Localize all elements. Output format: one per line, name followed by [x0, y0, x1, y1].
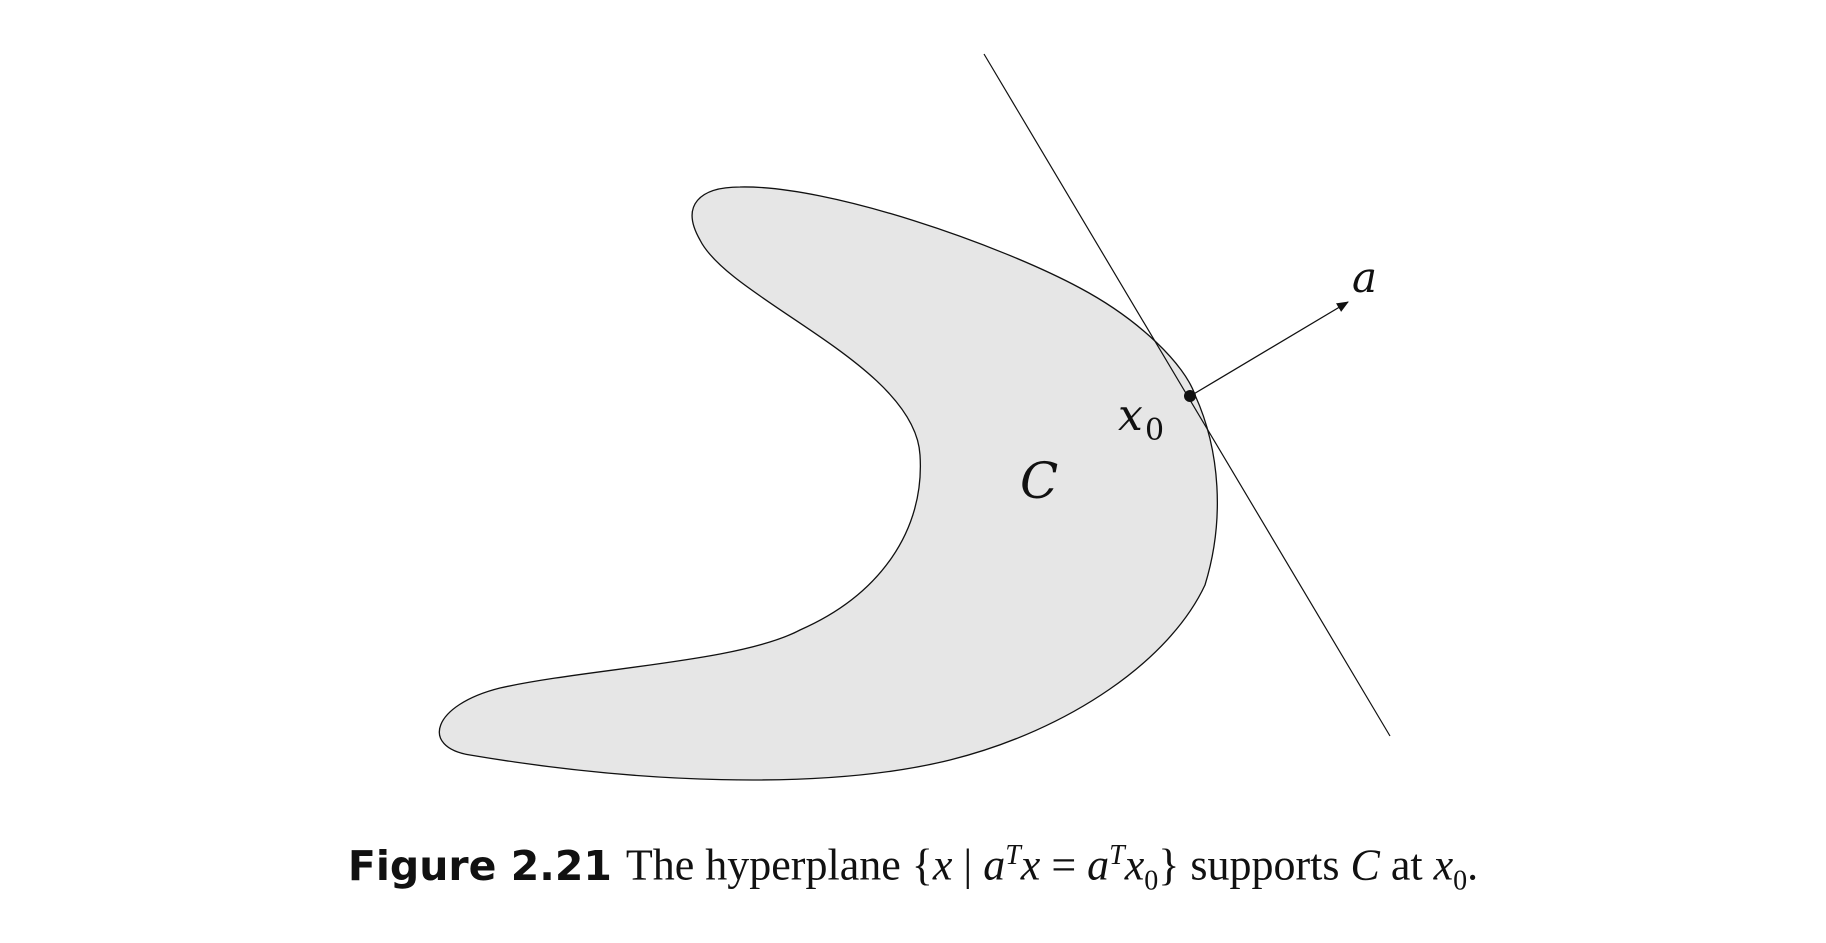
caption-brace-close: }	[1158, 840, 1180, 890]
caption-transpose: T	[1109, 840, 1125, 871]
caption-var-x: x	[1433, 840, 1454, 890]
caption-subscript-zero: 0	[1144, 865, 1159, 897]
figure-caption: Figure 2.21 The hyperplane {x | aTx = aTx…	[0, 842, 1826, 895]
vector-a-label: a	[1352, 253, 1377, 302]
set-c-label: C	[1020, 452, 1058, 510]
caption-var-a: a	[1087, 840, 1110, 890]
set-c-region	[438, 186, 1218, 781]
caption-period: .	[1467, 840, 1479, 890]
caption-var-x: x	[1020, 840, 1041, 890]
point-x0-dot	[1184, 390, 1196, 402]
figure-number: Figure 2.21	[347, 841, 612, 890]
caption-var-x: x	[1124, 840, 1145, 890]
caption-var-c: C	[1350, 840, 1380, 890]
caption-equals: =	[1040, 840, 1088, 890]
caption-text-hyperplane: The hyperplane	[625, 840, 912, 890]
caption-subscript-zero: 0	[1453, 865, 1468, 897]
point-x0-label: x	[1118, 390, 1143, 441]
caption-text-at: at	[1379, 840, 1434, 890]
caption-transpose: T	[1005, 840, 1021, 871]
caption-text-supports: supports	[1179, 840, 1351, 890]
normal-vector-arrow	[1191, 301, 1349, 396]
point-x0-subscript: 0	[1145, 413, 1164, 448]
caption-bar: |	[952, 840, 984, 890]
caption-var-a: a	[983, 840, 1006, 890]
caption-var-x: x	[932, 840, 953, 890]
caption-brace-open: {	[911, 840, 933, 890]
